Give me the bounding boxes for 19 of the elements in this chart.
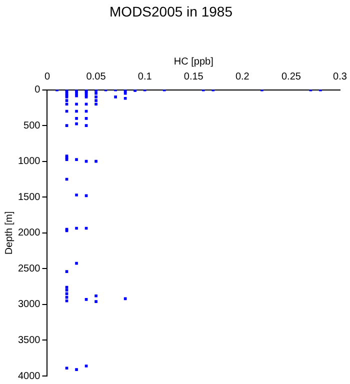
x-tick-label: 0.3 (333, 72, 348, 83)
x-tick-label: 0.05 (86, 72, 106, 83)
y-tick-label: 1000 (18, 156, 41, 168)
x-tick-label: 0.25 (281, 72, 302, 83)
y-tick-label: 4000 (18, 370, 41, 382)
x-tick-label: 0.2 (235, 72, 250, 83)
y-tick-label: 500 (24, 120, 41, 132)
y-axis-title: Depth [m] (4, 211, 15, 255)
y-tick-label: 0 (34, 84, 41, 96)
y-tick-label: 1500 (18, 192, 41, 203)
y-tick-label: 3000 (18, 299, 41, 310)
x-tick-label: 0.1 (138, 72, 152, 83)
x-tick-label: 0 (44, 72, 50, 83)
y-tick-label: 2000 (18, 228, 41, 239)
chart-title: MODS2005 in 1985 (110, 3, 233, 20)
x-axis-title: HC [ppb] (174, 56, 214, 68)
y-tick-label: 3500 (18, 334, 41, 346)
x-tick-label: 0.15 (184, 72, 204, 83)
y-tick-label: 2500 (18, 263, 41, 274)
